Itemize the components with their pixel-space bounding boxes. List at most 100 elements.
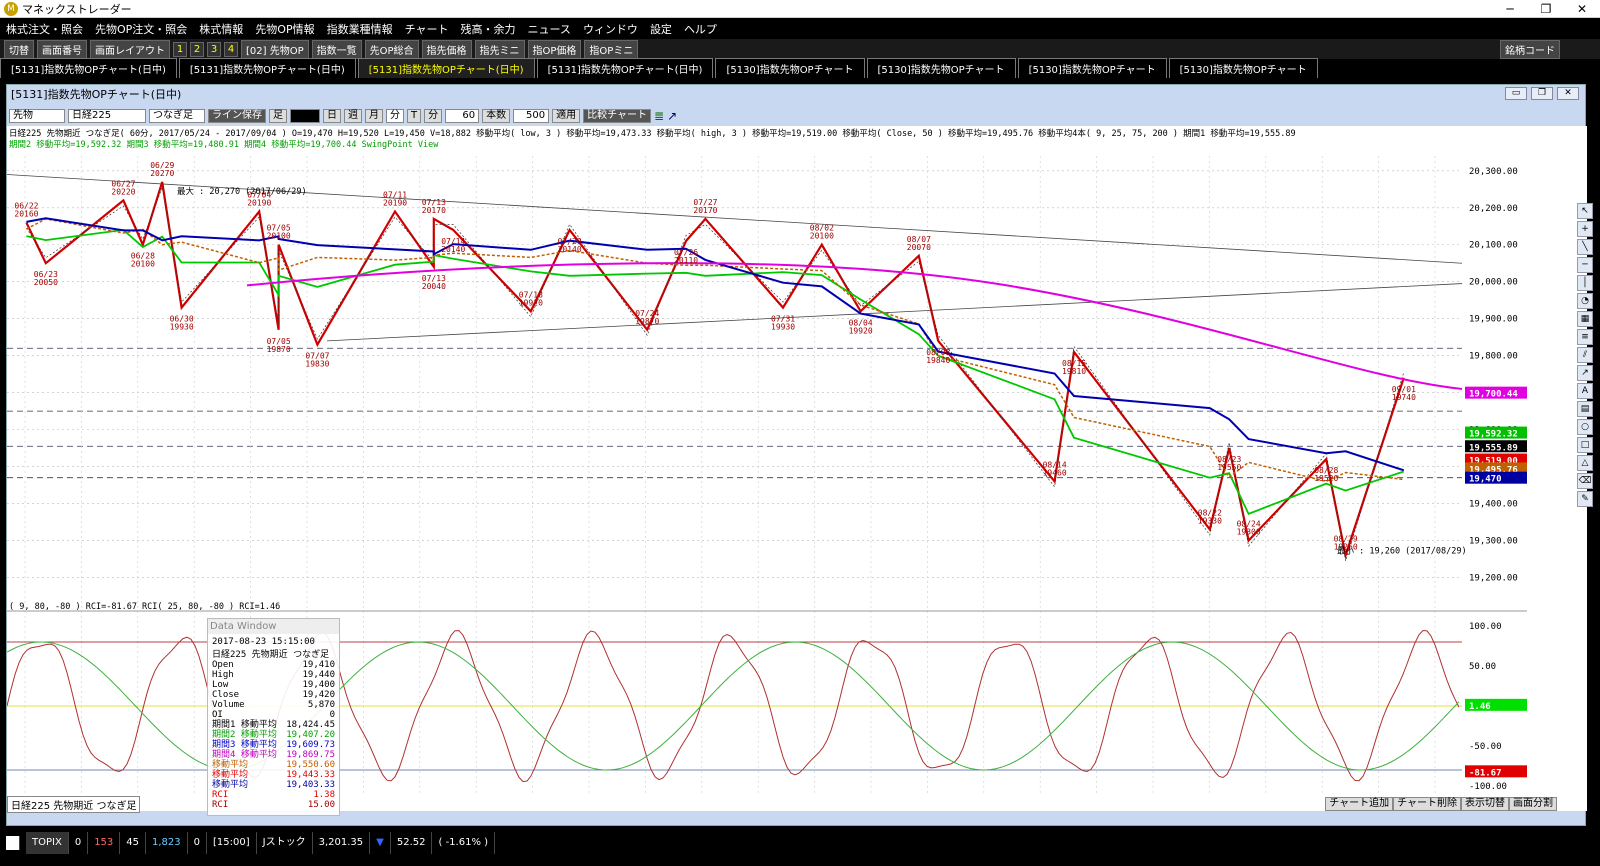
futures-price-button[interactable]: 指先価格 [421, 39, 472, 59]
option-price-button[interactable]: 指OP価格 [527, 39, 582, 59]
circle-icon[interactable]: ○ [1577, 419, 1593, 435]
swing-price-label: 19460 [1043, 468, 1067, 477]
count-input[interactable]: 500 [513, 109, 550, 123]
split-screen-button[interactable]: 画面分割 [1509, 797, 1557, 811]
bell-icon[interactable]: ◔ [1577, 293, 1593, 309]
menu-item-6[interactable]: 残高・余力 [460, 23, 516, 36]
triangle-icon[interactable]: △ [1577, 455, 1593, 471]
channel-icon[interactable]: ⫽ [1577, 347, 1593, 363]
chart-tab-7[interactable]: [5130]指数先物OPチャート [1168, 58, 1318, 78]
save-lines-button[interactable]: ライン保存 [208, 109, 266, 123]
layout-dropdown[interactable]: 画面レイアウト [90, 39, 170, 59]
swing-date-label: 08/24 [1237, 520, 1261, 529]
chart-tab-3[interactable]: [5131]指数先物OPチャート(日中) [536, 58, 714, 78]
data-window[interactable]: Data Window 2017-08-23 15:15:00 日経225 先物… [207, 618, 340, 816]
menu-item-0[interactable]: 株式注文・照会 [6, 23, 83, 36]
layout-3-button[interactable]: 3 [207, 41, 221, 57]
bar-color-select[interactable] [290, 109, 320, 123]
topix-label[interactable]: TOPIX [26, 832, 69, 854]
indicator-icon[interactable]: ≣ [654, 109, 665, 123]
swing-price-label: 19520 [1314, 474, 1338, 483]
preset-dropdown[interactable]: [02] 先物OP [241, 39, 309, 59]
week-button[interactable]: 週 [344, 109, 362, 123]
fib-icon[interactable]: ≡ [1577, 329, 1593, 345]
tick-button[interactable]: T [407, 109, 422, 123]
ma-row-value: 19,407.20 [286, 730, 335, 740]
price-chart-svg[interactable]: 日経225 先物期近 つなぎ足( 60分, 2017/05/24 - 2017/… [7, 126, 1567, 796]
toggle-display-button[interactable]: 表示切替 [1461, 797, 1509, 811]
swing-date-label: 08/04 [849, 318, 873, 327]
apply-button[interactable]: 適用 [552, 109, 581, 123]
rect-icon[interactable]: □ [1577, 437, 1593, 453]
option-mini-button[interactable]: 指OPミニ [584, 39, 639, 59]
vline-icon[interactable]: │ [1577, 275, 1593, 291]
y-tick-label: 19,300.00 [1469, 537, 1518, 547]
menu-item-5[interactable]: チャート [404, 23, 449, 36]
layout-1-button[interactable]: 1 [173, 41, 187, 57]
rci-tick-label: 50.00 [1469, 662, 1496, 672]
chart-close-icon[interactable]: ✕ [1557, 87, 1579, 100]
cursor-icon[interactable]: ↖ [1577, 203, 1593, 219]
close-icon[interactable]: ✕ [1576, 2, 1588, 16]
chart-tab-2[interactable]: [5131]指数先物OPチャート(日中) [357, 58, 535, 78]
layout-4-button[interactable]: 4 [224, 41, 238, 57]
rci-tick-label: -50.00 [1469, 742, 1502, 752]
eraser-icon[interactable]: ⌫ [1577, 473, 1593, 489]
restore-icon[interactable]: ❐ [1540, 2, 1552, 16]
swing-price-label: 19920 [519, 298, 543, 307]
index-list-button[interactable]: 指数一覧 [311, 39, 362, 59]
menu-item-10[interactable]: ヘルプ [683, 23, 717, 36]
chart-minimize-icon[interactable]: ▭ [1505, 87, 1527, 100]
jstock-change: 52.52 [391, 832, 433, 854]
arrow-icon[interactable]: ↗ [1577, 365, 1593, 381]
compare-chart-button[interactable]: 比較チャート [583, 109, 652, 123]
trendline-icon[interactable]: ↗ [667, 109, 678, 123]
rci-badge [1465, 765, 1527, 778]
swing-date-label: 08/28 [1314, 466, 1338, 475]
chart-tab-1[interactable]: [5131]指数先物OPチャート(日中) [178, 58, 356, 78]
status-square-icon[interactable] [6, 836, 20, 850]
chart-icon[interactable]: ▦ [1577, 311, 1593, 327]
hline-icon[interactable]: ─ [1577, 257, 1593, 273]
fop-overview-button[interactable]: 先OP総合 [364, 39, 419, 59]
bottom-symbol-label: 日経225 先物期近 つなぎ足 [7, 795, 141, 813]
day-button[interactable]: 日 [323, 109, 341, 123]
symbol-select[interactable]: 日経225 [68, 109, 146, 123]
layout-2-button[interactable]: 2 [190, 41, 204, 57]
pen-icon[interactable]: ✎ [1577, 491, 1593, 507]
swing-date-label: 06/27 [111, 179, 135, 188]
minute-button[interactable]: 分 [386, 109, 404, 123]
menu-item-8[interactable]: ウィンドウ [582, 23, 638, 36]
add-chart-button[interactable]: チャート追加 [1325, 797, 1394, 811]
swing-date-label: 07/05 [267, 337, 291, 346]
menu-item-1[interactable]: 先物OP注文・照会 [95, 23, 188, 36]
chart-tab-6[interactable]: [5130]指数先物OPチャート [1017, 58, 1167, 78]
chart-restore-icon[interactable]: ❐ [1531, 87, 1553, 100]
menu-item-7[interactable]: ニュース [527, 23, 571, 36]
swing-date-label: 08/14 [1043, 460, 1067, 469]
minimize-icon[interactable]: ─ [1506, 2, 1514, 16]
chart-tab-4[interactable]: [5130]指数先物OPチャート [715, 58, 865, 78]
grid-icon[interactable]: ▤ [1577, 401, 1593, 417]
menu-item-2[interactable]: 株式情報 [199, 23, 244, 36]
menu-item-9[interactable]: 設定 [649, 23, 672, 36]
futures-mini-button[interactable]: 指先ミニ [474, 39, 525, 59]
month-button[interactable]: 月 [365, 109, 383, 123]
screen-number-button[interactable]: 画面番号 [37, 39, 87, 59]
interval-input[interactable]: 60 [445, 109, 480, 123]
line-icon[interactable]: ╲ [1577, 239, 1593, 255]
chart-tab-0[interactable]: [5131]指数先物OPチャート(日中) [0, 58, 177, 78]
text-icon[interactable]: A [1577, 383, 1593, 399]
switch-button[interactable]: 切替 [4, 39, 34, 59]
stock-code-input[interactable]: 銘柄コード [1500, 39, 1560, 59]
crosshair-icon[interactable]: + [1577, 221, 1593, 237]
mode-select[interactable]: つなぎ足 [149, 109, 205, 123]
type-select[interactable]: 先物 [9, 109, 65, 123]
swing-date-label: 06/23 [34, 270, 58, 279]
menu-item-3[interactable]: 先物OP情報 [255, 23, 315, 36]
remove-chart-button[interactable]: チャート削除 [1393, 797, 1461, 811]
chart-tab-5[interactable]: [5130]指数先物OPチャート [866, 58, 1016, 78]
data-row: Close 19,420 [212, 690, 335, 700]
rci-label: ( 9, 80, -80 ) RCI=-81.67 RCI( 25, 80, -… [9, 602, 280, 612]
menu-item-4[interactable]: 指数業種情報 [326, 23, 393, 36]
